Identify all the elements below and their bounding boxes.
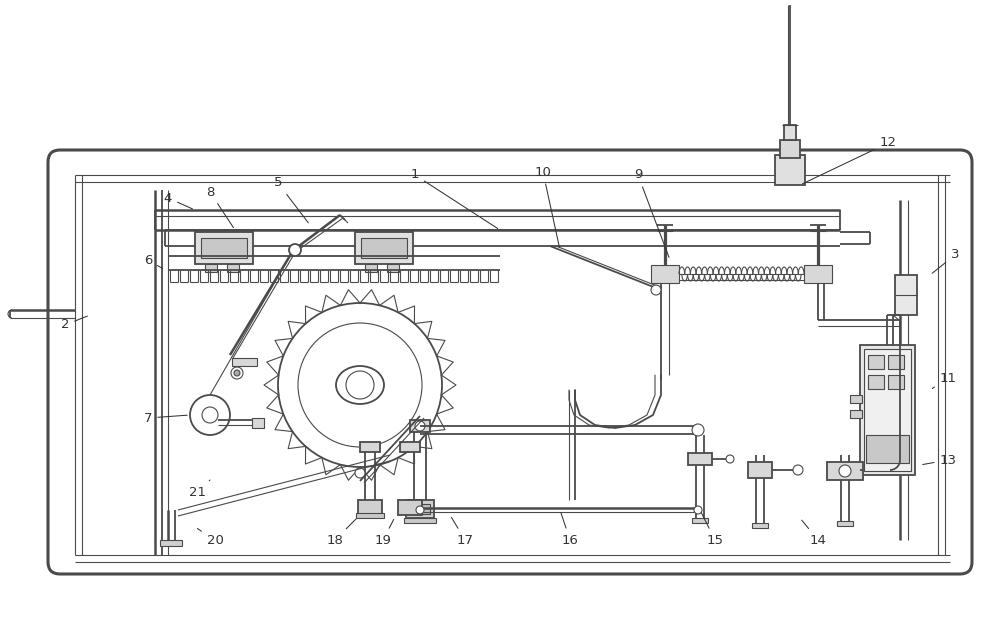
- Circle shape: [839, 465, 851, 477]
- Circle shape: [346, 371, 374, 399]
- Circle shape: [355, 468, 365, 478]
- Text: 16: 16: [561, 513, 578, 546]
- Bar: [410, 420, 430, 432]
- Circle shape: [694, 506, 702, 514]
- Bar: [227, 264, 239, 272]
- Bar: [888, 375, 904, 389]
- Bar: [360, 442, 380, 452]
- Bar: [201, 238, 247, 258]
- Circle shape: [416, 506, 424, 514]
- Circle shape: [726, 455, 734, 463]
- Bar: [160, 540, 182, 546]
- Bar: [355, 232, 413, 264]
- Bar: [232, 358, 257, 366]
- Bar: [866, 435, 909, 463]
- Circle shape: [651, 285, 661, 295]
- Bar: [651, 265, 679, 283]
- Bar: [888, 355, 904, 369]
- Bar: [358, 500, 382, 515]
- Circle shape: [692, 424, 704, 436]
- Circle shape: [415, 421, 425, 431]
- Circle shape: [202, 407, 218, 423]
- Circle shape: [793, 465, 803, 475]
- Bar: [868, 375, 884, 389]
- FancyBboxPatch shape: [48, 150, 972, 574]
- Text: 3: 3: [932, 248, 959, 273]
- Bar: [410, 504, 430, 514]
- Bar: [205, 264, 217, 272]
- Text: 6: 6: [144, 253, 163, 269]
- Bar: [868, 355, 884, 369]
- Text: 17: 17: [451, 517, 474, 546]
- Circle shape: [234, 370, 240, 376]
- Text: 10: 10: [535, 166, 559, 247]
- Bar: [837, 521, 853, 526]
- Bar: [752, 523, 768, 528]
- Bar: [827, 462, 863, 480]
- Text: 21: 21: [190, 480, 210, 499]
- Bar: [860, 345, 915, 475]
- Bar: [784, 125, 796, 140]
- Circle shape: [289, 244, 301, 256]
- Bar: [775, 155, 805, 185]
- Text: 20: 20: [197, 528, 223, 546]
- Bar: [365, 264, 377, 272]
- Bar: [780, 140, 800, 158]
- Bar: [404, 518, 436, 523]
- Circle shape: [190, 395, 230, 435]
- Text: 13: 13: [923, 453, 956, 466]
- Text: 9: 9: [634, 168, 669, 257]
- Bar: [688, 453, 712, 465]
- Text: 5: 5: [274, 176, 308, 223]
- Bar: [356, 513, 384, 518]
- Bar: [692, 518, 708, 523]
- Bar: [850, 410, 862, 418]
- Text: 4: 4: [164, 191, 192, 209]
- Circle shape: [298, 323, 422, 447]
- Text: 19: 19: [375, 519, 394, 546]
- Bar: [195, 232, 253, 264]
- Text: 15: 15: [701, 512, 724, 546]
- Bar: [387, 264, 399, 272]
- Ellipse shape: [336, 366, 384, 404]
- Bar: [864, 349, 911, 471]
- Text: 1: 1: [411, 168, 498, 229]
- Text: 12: 12: [803, 137, 896, 184]
- Bar: [252, 418, 264, 428]
- Bar: [895, 275, 917, 315]
- Circle shape: [278, 303, 442, 467]
- Text: 11: 11: [932, 371, 956, 389]
- Bar: [804, 265, 832, 283]
- Text: 2: 2: [61, 316, 87, 332]
- Text: 18: 18: [327, 519, 356, 546]
- Bar: [361, 238, 407, 258]
- Bar: [850, 395, 862, 403]
- Bar: [400, 442, 420, 452]
- Text: 8: 8: [206, 186, 233, 228]
- Bar: [748, 462, 772, 478]
- Text: 7: 7: [144, 412, 187, 425]
- Bar: [398, 500, 422, 515]
- Text: 14: 14: [802, 520, 826, 546]
- Bar: [406, 500, 434, 518]
